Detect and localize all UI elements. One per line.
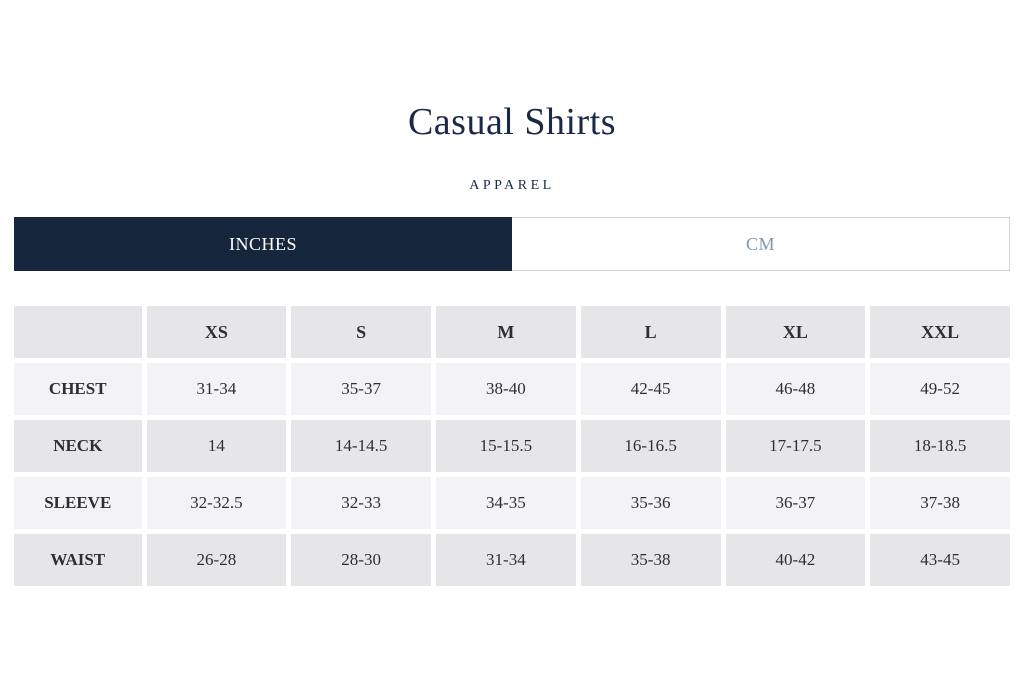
row-label: WAIST bbox=[14, 534, 142, 586]
table-cell: 26-28 bbox=[146, 534, 287, 586]
size-table: XS S M L XL XXL CHEST 31-34 35-37 38-40 42-45 46-4… bbox=[9, 301, 1015, 591]
column-header: S bbox=[291, 306, 431, 358]
table-cell: 35-37 bbox=[291, 363, 431, 415]
table-cell: 35-36 bbox=[580, 477, 721, 529]
column-header: XS bbox=[146, 306, 287, 358]
table-cell: 42-45 bbox=[580, 363, 721, 415]
table-cell: 37-38 bbox=[870, 477, 1010, 529]
row-label: SLEEVE bbox=[14, 477, 142, 529]
column-header: XXL bbox=[870, 306, 1010, 358]
table-cell: 14 bbox=[146, 420, 287, 472]
table-cell: 38-40 bbox=[436, 363, 576, 415]
table-cell: 31-34 bbox=[146, 363, 287, 415]
table-header-row: XS S M L XL XXL bbox=[14, 306, 1010, 358]
table-cell: 40-42 bbox=[725, 534, 866, 586]
table-cell: 18-18.5 bbox=[870, 420, 1010, 472]
page-subtitle: APPAREL bbox=[469, 178, 555, 193]
unit-toggle-tabs: INCHES CM bbox=[14, 217, 1010, 271]
table-cell: 32-33 bbox=[291, 477, 431, 529]
table-cell: 34-35 bbox=[436, 477, 576, 529]
table-cell: 43-45 bbox=[870, 534, 1010, 586]
table-cell: 32-32.5 bbox=[146, 477, 287, 529]
table-cell: 17-17.5 bbox=[725, 420, 866, 472]
tab-inches[interactable]: INCHES bbox=[14, 217, 512, 271]
table-cell: 35-38 bbox=[580, 534, 721, 586]
column-header: M bbox=[436, 306, 576, 358]
table-row: SLEEVE 32-32.5 32-33 34-35 35-36 36-37 37-38 bbox=[14, 477, 1010, 529]
table-cell: 46-48 bbox=[725, 363, 866, 415]
column-header: XL bbox=[725, 306, 866, 358]
page-title: Casual Shirts bbox=[407, 101, 617, 143]
table-cell: 15-15.5 bbox=[436, 420, 576, 472]
table-cell: 31-34 bbox=[436, 534, 576, 586]
table-cell: 49-52 bbox=[870, 363, 1010, 415]
table-row: WAIST 26-28 28-30 31-34 35-38 40-42 43-45 bbox=[14, 534, 1010, 586]
size-table-container: XS S M L XL XXL CHEST 31-34 35-37 38-40 42-45 46-4… bbox=[9, 301, 1015, 591]
table-cell: 28-30 bbox=[291, 534, 431, 586]
column-header: L bbox=[580, 306, 721, 358]
corner-cell bbox=[14, 306, 142, 358]
table-cell: 36-37 bbox=[725, 477, 866, 529]
row-label: NECK bbox=[14, 420, 142, 472]
table-row: CHEST 31-34 35-37 38-40 42-45 46-48 49-52 bbox=[14, 363, 1010, 415]
tab-cm[interactable]: CM bbox=[512, 217, 1010, 271]
table-row: NECK 14 14-14.5 15-15.5 16-16.5 17-17.5 18-18.… bbox=[14, 420, 1010, 472]
row-label: CHEST bbox=[14, 363, 142, 415]
table-cell: 16-16.5 bbox=[580, 420, 721, 472]
table-cell: 14-14.5 bbox=[291, 420, 431, 472]
